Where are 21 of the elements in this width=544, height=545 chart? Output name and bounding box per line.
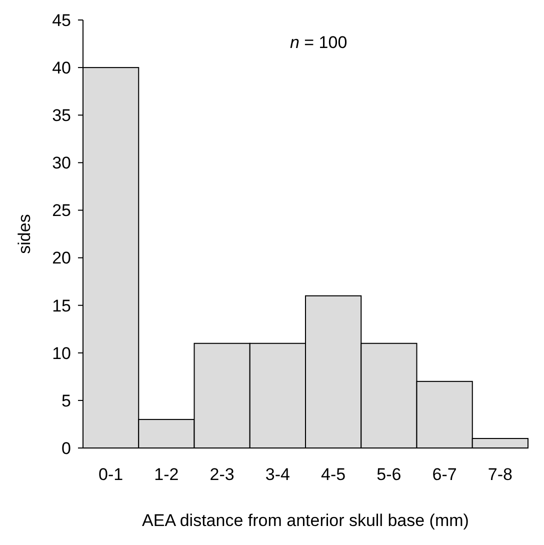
y-tick-label: 25 (52, 201, 71, 220)
y-tick-label: 35 (52, 106, 71, 126)
y-tick-label: 15 (52, 296, 71, 316)
x-tick-label: 5-6 (376, 465, 402, 484)
y-tick-label: 30 (52, 154, 71, 173)
y-tick-label: 5 (62, 391, 71, 410)
annotation: n = 100 (290, 33, 348, 52)
y-tick-label: 10 (52, 344, 71, 363)
x-tick-label: 7-8 (488, 465, 512, 484)
y-tick-label: 0 (62, 438, 71, 458)
y-axis-title: sides (15, 214, 34, 254)
x-tick-label: 6-7 (432, 465, 457, 484)
x-axis-title: AEA distance from anterior skull base (mm) (142, 511, 469, 530)
x-tick-label: 4-5 (321, 465, 346, 484)
y-tick-label: 45 (52, 10, 71, 30)
x-tick-label: 2-3 (210, 465, 234, 484)
x-tick-label: 0-1 (98, 465, 124, 484)
x-tick-label: 3-4 (265, 465, 290, 484)
x-tick-label: 1-2 (154, 465, 179, 484)
y-tick-label: 40 (52, 58, 71, 78)
y-tick-label: 20 (52, 248, 71, 268)
